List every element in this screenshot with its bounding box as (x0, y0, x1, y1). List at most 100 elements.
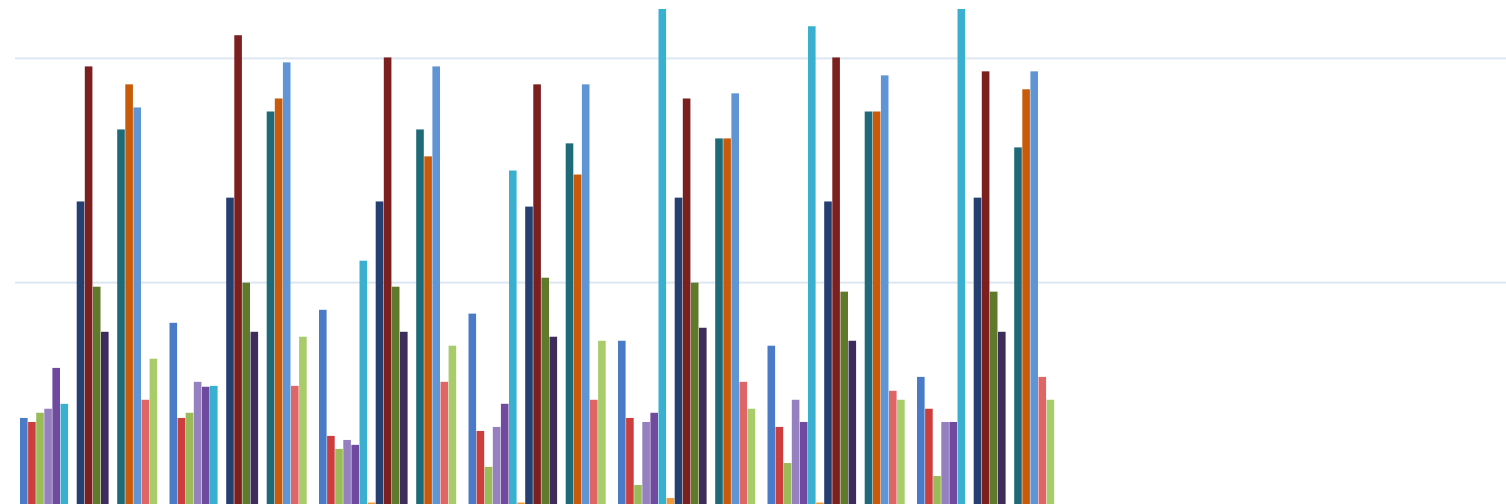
bar (509, 170, 517, 504)
bar (36, 412, 44, 504)
bar (193, 381, 202, 504)
bar (889, 390, 897, 504)
bar (674, 197, 683, 504)
bar (933, 476, 941, 504)
bar (133, 107, 141, 504)
bar (440, 381, 449, 504)
bar (84, 66, 93, 504)
bar (598, 340, 606, 504)
bar (808, 26, 816, 504)
bar (1030, 71, 1038, 504)
bar (234, 35, 242, 504)
bar (28, 421, 36, 504)
bar (185, 412, 194, 504)
bar (125, 84, 133, 504)
bar (767, 345, 776, 504)
bar (1022, 89, 1030, 504)
bar (500, 403, 509, 504)
bar (476, 430, 485, 504)
bar (60, 403, 69, 504)
bar (149, 358, 158, 504)
bar (682, 98, 691, 504)
bar (359, 260, 368, 504)
bar (880, 75, 889, 504)
bar (282, 62, 291, 504)
bar (266, 111, 275, 504)
bar (824, 201, 832, 504)
bar (618, 340, 626, 504)
bar (367, 502, 376, 504)
bar (998, 331, 1006, 504)
bar (242, 282, 250, 504)
bar (351, 444, 359, 504)
bar (840, 291, 848, 504)
bar (925, 408, 933, 504)
bar (76, 201, 85, 504)
bar (1046, 399, 1055, 504)
bar (832, 57, 840, 504)
bar (335, 448, 343, 504)
bar (416, 129, 424, 504)
bar (989, 291, 998, 504)
bar (739, 381, 748, 504)
bar (897, 399, 905, 504)
bar (525, 206, 533, 504)
bar (210, 385, 218, 504)
bar (1038, 376, 1047, 504)
bar (375, 201, 384, 504)
bar (201, 386, 210, 504)
bar (731, 93, 739, 504)
bar (343, 439, 351, 504)
bar (973, 197, 982, 504)
bar (383, 57, 392, 504)
bar (699, 327, 707, 504)
bar (626, 417, 634, 504)
bar (573, 174, 582, 504)
bar (565, 143, 574, 504)
bar (484, 466, 493, 504)
bar (864, 111, 873, 504)
bar (791, 399, 800, 504)
bar (52, 367, 60, 504)
bar (723, 138, 731, 504)
bar (715, 138, 723, 504)
bar (101, 331, 109, 504)
bar (666, 498, 675, 504)
bar (949, 421, 957, 504)
bar (634, 485, 642, 504)
bar (941, 421, 949, 504)
bar (492, 426, 501, 504)
bar (327, 435, 335, 504)
bar (250, 331, 259, 504)
bar (468, 313, 477, 504)
bar (650, 412, 658, 504)
bar (957, 8, 966, 504)
bar (541, 277, 549, 504)
bar (590, 399, 598, 504)
bar (177, 417, 186, 504)
bar (917, 376, 925, 504)
bar (783, 463, 792, 504)
bar (690, 282, 699, 504)
bar (533, 84, 541, 504)
bar (291, 385, 299, 504)
bar (141, 399, 150, 504)
bar (299, 336, 307, 504)
bar (226, 197, 234, 504)
bar (581, 84, 590, 504)
bar (775, 426, 784, 504)
bar (1014, 147, 1022, 504)
bar (20, 417, 28, 504)
bar (549, 336, 558, 504)
bar (981, 71, 990, 504)
bar (872, 111, 881, 504)
bar (642, 421, 650, 504)
bar (448, 345, 457, 504)
bar (274, 98, 283, 504)
bar (848, 340, 857, 504)
bar (44, 408, 52, 504)
bar (424, 156, 432, 504)
bar (432, 66, 440, 504)
bar (92, 286, 101, 504)
